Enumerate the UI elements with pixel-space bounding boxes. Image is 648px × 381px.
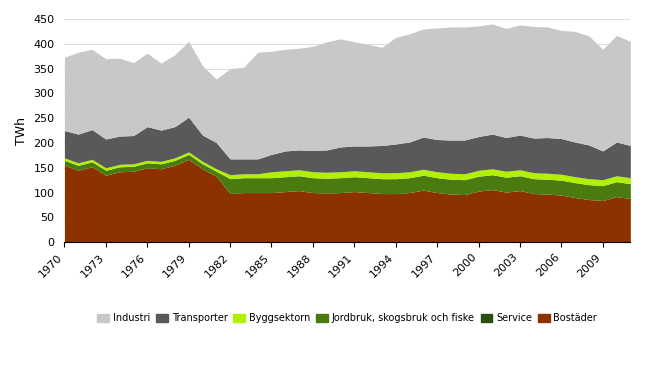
Y-axis label: TWh: TWh: [15, 117, 28, 144]
Legend: Industri, Transporter, Byggsektorn, Jordbruk, skogsbruk och fiske, Service, Bost: Industri, Transporter, Byggsektorn, Jord…: [93, 309, 601, 327]
